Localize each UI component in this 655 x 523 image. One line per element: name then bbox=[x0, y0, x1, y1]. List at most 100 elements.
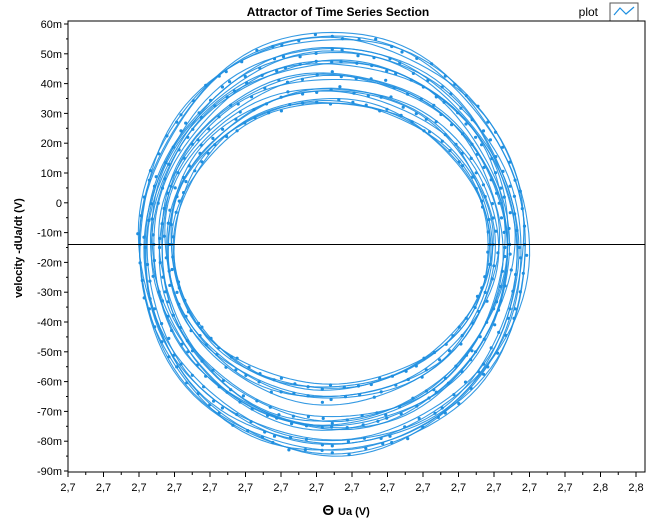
trajectory-point bbox=[253, 116, 257, 120]
trajectory-point bbox=[157, 290, 161, 294]
trajectory-point bbox=[338, 85, 342, 89]
trajectory-point bbox=[166, 221, 170, 225]
x-tick-label: 2,7 bbox=[273, 482, 288, 494]
trajectory-point bbox=[379, 390, 383, 394]
trajectory-point bbox=[513, 307, 517, 311]
trajectory-point bbox=[375, 411, 379, 415]
trajectory-point bbox=[469, 358, 473, 362]
attractor-trajectory bbox=[145, 50, 518, 442]
trajectory-point bbox=[464, 122, 468, 126]
trajectory-point bbox=[321, 416, 325, 420]
trajectory-point bbox=[179, 113, 183, 117]
trajectory-point bbox=[212, 399, 216, 403]
trajectory-point bbox=[477, 370, 481, 374]
trajectory-point bbox=[172, 353, 176, 357]
trajectory-point bbox=[463, 380, 468, 384]
x-tick-label: 2,7 bbox=[415, 482, 430, 494]
trajectory-point bbox=[433, 411, 437, 415]
trajectory-point bbox=[483, 290, 487, 294]
trajectory-point bbox=[170, 267, 174, 272]
y-tick-label: -30m bbox=[37, 287, 62, 299]
trajectory-point bbox=[432, 103, 436, 107]
trajectory-point bbox=[440, 139, 444, 143]
trajectory-point bbox=[490, 202, 494, 206]
trajectory-point bbox=[306, 394, 310, 398]
y-tick-label: 10m bbox=[41, 168, 62, 180]
trajectory-point bbox=[175, 290, 179, 294]
trajectory-point bbox=[489, 178, 493, 182]
trajectory-point bbox=[361, 423, 365, 427]
trajectory-point bbox=[173, 186, 177, 190]
trajectory-point bbox=[459, 342, 463, 346]
trajectory-point bbox=[281, 55, 286, 59]
trajectory-point bbox=[320, 387, 324, 391]
trajectory-point bbox=[286, 90, 290, 94]
trajectory-point bbox=[374, 37, 378, 41]
trajectory-point bbox=[269, 390, 273, 394]
trajectory-point bbox=[347, 452, 351, 457]
trajectory-point bbox=[257, 380, 261, 384]
trajectory-point bbox=[221, 378, 226, 383]
trajectory-point bbox=[275, 69, 279, 73]
trajectory-point bbox=[461, 164, 465, 168]
trajectory-point bbox=[497, 330, 501, 334]
trajectory-point bbox=[328, 383, 333, 387]
trajectory-point bbox=[263, 430, 267, 434]
trajectory-point bbox=[494, 155, 498, 159]
trajectory-point bbox=[474, 135, 478, 139]
trajectory-point bbox=[493, 323, 497, 327]
trajectory-point bbox=[449, 92, 453, 96]
trajectory-point bbox=[469, 386, 473, 390]
trajectory-point bbox=[208, 403, 212, 407]
trajectory-point bbox=[337, 98, 341, 102]
trajectory-point bbox=[162, 234, 166, 238]
trajectory-point bbox=[340, 37, 345, 41]
trajectory-point bbox=[420, 375, 424, 379]
trajectory-point bbox=[190, 373, 194, 377]
trajectory-point bbox=[330, 70, 334, 74]
trajectory-point bbox=[245, 81, 249, 85]
trajectory-point bbox=[176, 280, 181, 284]
trajectory-point bbox=[357, 37, 361, 42]
trajectory-point bbox=[434, 120, 438, 124]
trajectory-point bbox=[182, 191, 186, 195]
x-tick-label: 2,7 bbox=[60, 482, 75, 494]
trajectory-point bbox=[300, 77, 304, 81]
trajectory-point bbox=[196, 321, 201, 325]
trajectory-point bbox=[288, 103, 292, 107]
trajectory-point bbox=[304, 437, 309, 441]
trajectory-point bbox=[191, 99, 196, 103]
x-axis-label: Ua (V) bbox=[338, 506, 370, 518]
plot-area[interactable] bbox=[67, 20, 646, 473]
trajectory-point bbox=[457, 402, 461, 406]
trajectory-point bbox=[167, 355, 171, 359]
trajectory-point bbox=[447, 349, 451, 353]
trajectory-point bbox=[158, 236, 162, 241]
trajectory-point bbox=[252, 108, 256, 112]
y-tick-label: -80m bbox=[37, 436, 62, 448]
trajectory-point bbox=[492, 264, 496, 268]
trajectory-point bbox=[189, 329, 193, 333]
trajectory-point bbox=[481, 205, 485, 209]
trajectory-point bbox=[439, 112, 443, 117]
trajectory-point bbox=[272, 378, 276, 382]
trajectory-point bbox=[448, 149, 452, 153]
legend-swatch[interactable] bbox=[609, 2, 639, 22]
trajectory-point bbox=[415, 56, 419, 61]
trajectory-point bbox=[364, 103, 368, 107]
trajectory-point bbox=[389, 95, 393, 99]
y-tick-label: 0 bbox=[56, 198, 62, 210]
trajectory-point bbox=[148, 169, 153, 173]
trajectory-point bbox=[301, 92, 305, 96]
trajectory-point bbox=[177, 199, 181, 203]
trajectory-point bbox=[250, 407, 254, 411]
x-tick-label: 2,7 bbox=[238, 482, 253, 494]
trajectory-point bbox=[512, 316, 516, 320]
trajectory-point bbox=[235, 129, 239, 133]
trajectory-point bbox=[502, 195, 506, 199]
y-tick-label: -50m bbox=[37, 347, 62, 359]
trajectory-point bbox=[494, 171, 498, 175]
trajectory-point bbox=[406, 437, 410, 441]
trajectory-point bbox=[236, 102, 240, 106]
trajectory-point bbox=[301, 101, 305, 105]
